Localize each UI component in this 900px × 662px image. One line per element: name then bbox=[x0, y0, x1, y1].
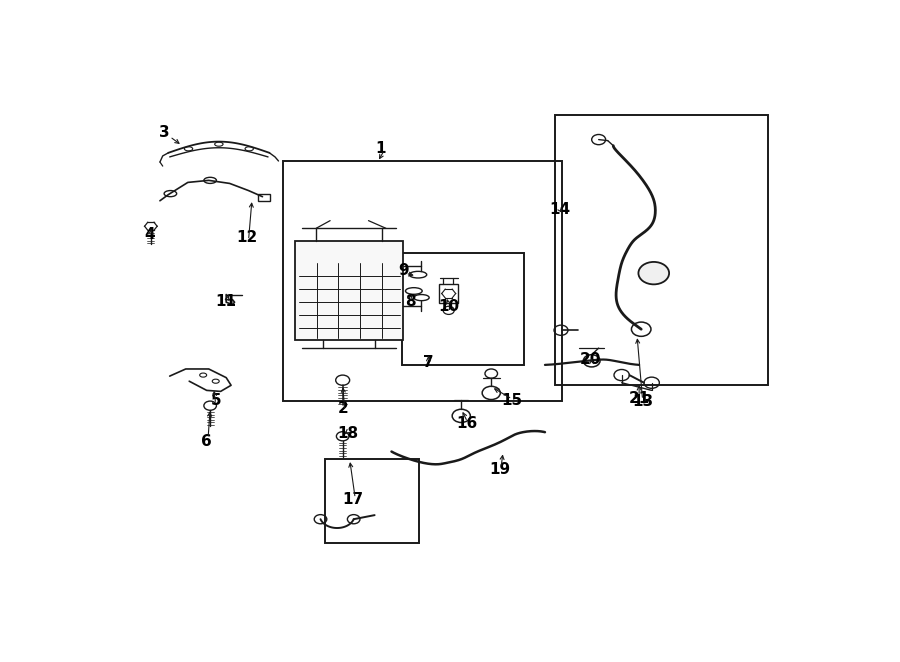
Circle shape bbox=[638, 262, 669, 285]
Text: 14: 14 bbox=[550, 202, 571, 217]
Text: 19: 19 bbox=[489, 462, 510, 477]
Bar bbox=[284, 161, 562, 401]
Bar bbox=[402, 253, 524, 365]
Text: 6: 6 bbox=[202, 434, 212, 449]
Bar bbox=[325, 459, 419, 544]
Text: 3: 3 bbox=[159, 126, 170, 140]
Text: 17: 17 bbox=[343, 493, 364, 508]
Bar bbox=[295, 241, 403, 340]
Text: 9: 9 bbox=[399, 263, 410, 278]
Text: 4: 4 bbox=[144, 228, 155, 242]
Text: 15: 15 bbox=[501, 393, 523, 408]
Text: 11: 11 bbox=[216, 294, 237, 308]
Bar bbox=[257, 193, 270, 201]
Text: 13: 13 bbox=[632, 394, 653, 409]
Text: 18: 18 bbox=[337, 426, 358, 441]
Text: 16: 16 bbox=[456, 416, 478, 431]
Text: 12: 12 bbox=[237, 230, 257, 245]
Text: 1: 1 bbox=[376, 141, 386, 156]
Text: 2: 2 bbox=[338, 401, 348, 416]
Bar bbox=[439, 285, 458, 303]
Text: 20: 20 bbox=[580, 352, 601, 367]
Text: 8: 8 bbox=[405, 294, 416, 308]
Text: 5: 5 bbox=[211, 393, 221, 408]
Text: 7: 7 bbox=[423, 355, 434, 370]
Text: 21: 21 bbox=[628, 391, 650, 406]
Bar bbox=[555, 115, 768, 385]
Text: 10: 10 bbox=[438, 299, 459, 314]
